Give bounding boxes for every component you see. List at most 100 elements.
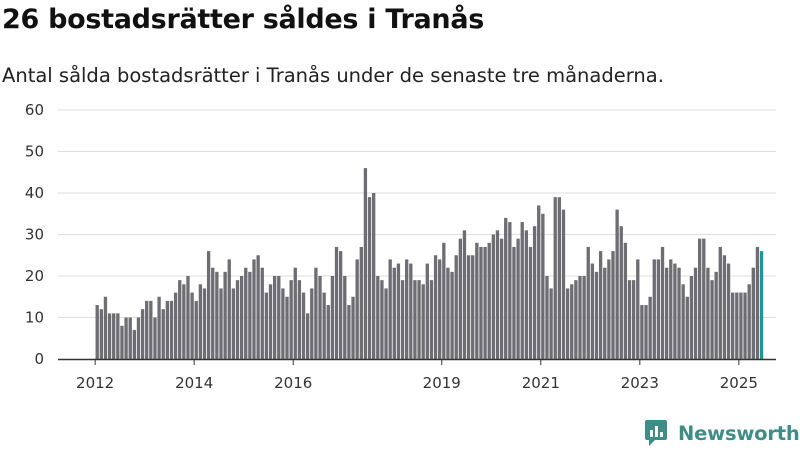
bar <box>153 317 157 359</box>
bar <box>693 267 698 359</box>
bar <box>355 259 359 359</box>
bar <box>751 267 755 359</box>
bar <box>669 259 673 359</box>
bar <box>586 246 590 359</box>
x-tick-label: 2021 <box>522 374 560 392</box>
bar <box>231 288 236 359</box>
bar <box>644 305 648 359</box>
bar <box>268 284 273 359</box>
bar <box>739 292 743 359</box>
bar <box>636 259 640 359</box>
bar <box>491 234 496 359</box>
bar <box>512 246 516 359</box>
bar <box>396 263 401 359</box>
bar <box>343 276 347 359</box>
bar <box>631 280 636 359</box>
bar <box>718 246 722 359</box>
bar <box>578 276 582 359</box>
bar <box>301 292 306 359</box>
bar <box>157 296 161 359</box>
bar <box>367 197 372 359</box>
bar <box>264 292 269 359</box>
bar <box>640 305 644 359</box>
bar <box>165 300 170 359</box>
bar <box>99 309 103 359</box>
bar <box>388 259 392 359</box>
bar <box>537 205 541 359</box>
bar <box>450 271 454 359</box>
bar <box>615 209 619 359</box>
bar <box>260 267 264 359</box>
bar <box>252 259 256 359</box>
bar <box>421 284 425 359</box>
bar <box>664 267 669 359</box>
bar <box>656 259 661 359</box>
bar <box>206 251 211 359</box>
y-tick-label: 40 <box>25 184 44 202</box>
bar <box>272 276 277 359</box>
bar <box>334 246 339 359</box>
bar <box>702 238 706 359</box>
bar <box>235 280 240 359</box>
brand-name: Newsworthy <box>678 421 800 445</box>
bar <box>541 213 545 359</box>
bar <box>384 288 388 359</box>
bar <box>326 305 330 359</box>
x-axis-ticks: 2012 2014 2016 2019 2021 2023 2025 <box>76 359 758 392</box>
bar <box>376 276 380 359</box>
bar <box>359 246 363 359</box>
bar <box>140 309 145 359</box>
bar <box>462 230 467 359</box>
bar <box>239 276 244 359</box>
bar <box>289 280 293 359</box>
bar <box>351 296 355 359</box>
bar <box>611 251 615 359</box>
bar <box>532 226 537 359</box>
bar <box>487 242 491 359</box>
bar <box>508 222 512 359</box>
bars <box>95 168 764 359</box>
bar <box>483 246 487 359</box>
bar <box>466 255 471 359</box>
bar <box>677 267 681 359</box>
bar <box>322 292 326 359</box>
bar <box>372 193 376 359</box>
bar <box>107 313 112 359</box>
x-tick-label: 2014 <box>175 374 213 392</box>
bar <box>223 271 227 359</box>
bar-highlight <box>759 251 764 359</box>
bar <box>561 209 566 359</box>
bar <box>735 292 739 359</box>
grid-lines <box>58 109 776 318</box>
bar <box>120 325 124 359</box>
bar <box>495 230 500 359</box>
bar <box>116 313 120 359</box>
chart-title: 26 bostadsrätter såldes i Tranås <box>2 4 485 35</box>
bar <box>660 246 665 359</box>
bar <box>607 259 611 359</box>
bar <box>446 267 450 359</box>
bar <box>215 271 219 359</box>
bar <box>314 267 318 359</box>
bar <box>202 288 207 359</box>
bar <box>363 168 368 359</box>
bar <box>545 276 549 359</box>
bar <box>433 255 438 359</box>
bar <box>553 197 557 359</box>
bar <box>731 292 735 359</box>
x-tick-label: 2025 <box>720 374 758 392</box>
bar <box>330 276 335 359</box>
y-tick-label: 0 <box>34 350 44 368</box>
bar <box>755 246 760 359</box>
bar <box>277 276 281 359</box>
bar <box>169 300 174 359</box>
bar <box>417 280 421 359</box>
bar <box>499 238 504 359</box>
bar <box>458 238 462 359</box>
bar <box>697 238 702 359</box>
bar <box>570 284 574 359</box>
bar <box>574 280 578 359</box>
bar <box>623 242 628 359</box>
bar <box>648 296 652 359</box>
